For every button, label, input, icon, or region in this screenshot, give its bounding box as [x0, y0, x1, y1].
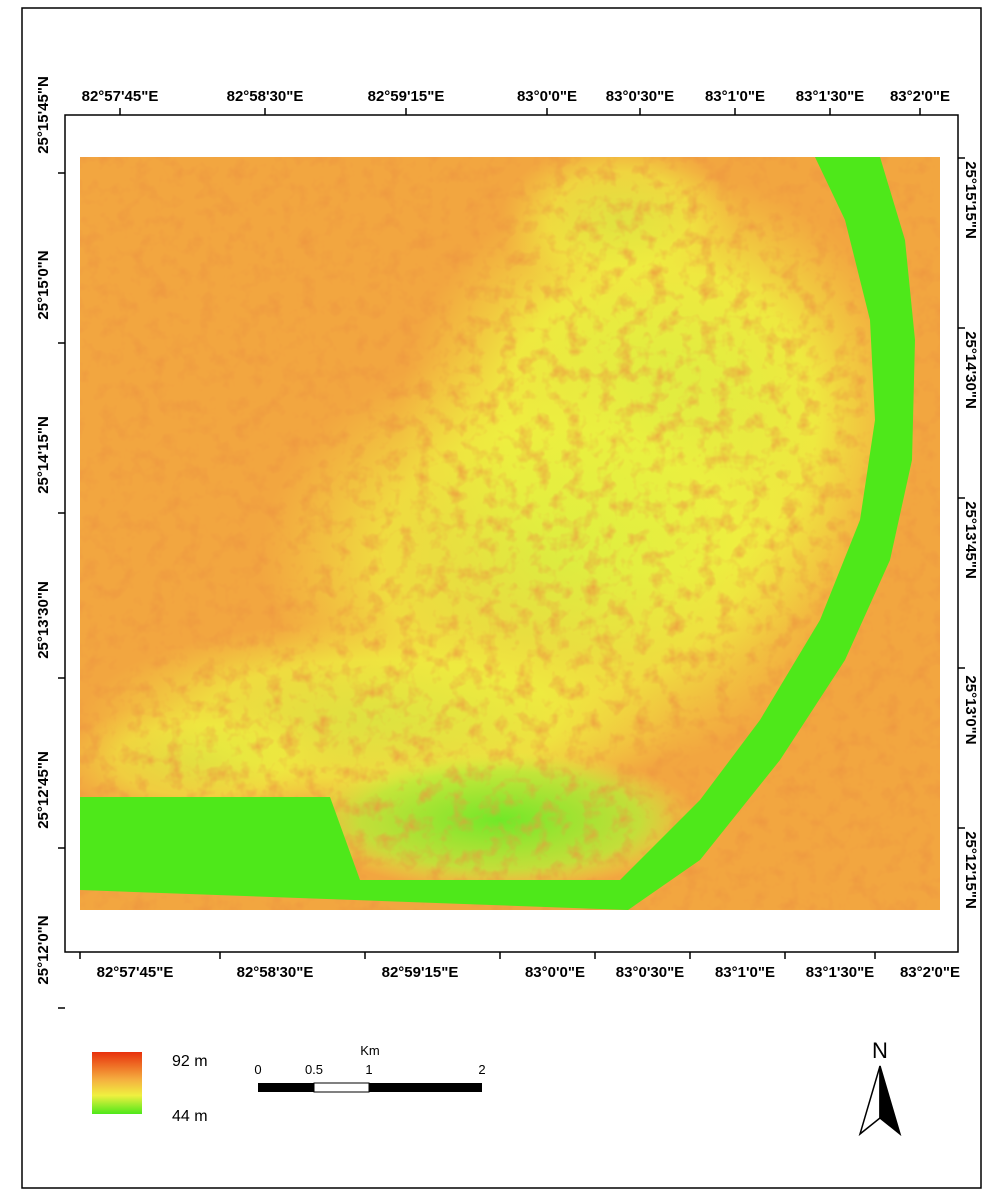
bottom-tick-label: 83°1'30"E	[806, 964, 874, 981]
right-tick-label: 25°14'30"N	[962, 331, 979, 409]
right-tick-label: 25°12'15"N	[962, 831, 979, 909]
north-label: N	[872, 1038, 888, 1063]
top-tick-label: 83°1'0"E	[705, 88, 765, 105]
left-tick-label: 25°15'0"N	[35, 250, 52, 319]
top-tick-label: 83°0'30"E	[606, 88, 674, 105]
bottom-tick-label: 83°0'30"E	[616, 964, 684, 981]
bottom-tick-label: 82°59'15"E	[382, 964, 459, 981]
left-tick-label: 25°12'0"N	[35, 915, 52, 984]
river	[80, 157, 915, 910]
left-tick-label: 25°13'30"N	[35, 581, 52, 659]
legend-high: 92 m	[172, 1053, 208, 1070]
legend-low: 44 m	[172, 1108, 208, 1125]
elevation-raster	[80, 157, 940, 910]
left-tick-label: 25°12'45"N	[35, 751, 52, 829]
bottom-tick-label: 82°57'45"E	[97, 964, 174, 981]
top-tick-label: 82°58'30"E	[227, 88, 304, 105]
top-tick-label: 82°57'45"E	[82, 88, 159, 105]
bottom-tick-label: 82°58'30"E	[237, 964, 314, 981]
top-tick-label: 83°1'30"E	[796, 88, 864, 105]
right-tick-label: 25°13'45"N	[962, 501, 979, 579]
scale-label: 0.5	[305, 1062, 323, 1077]
top-tick-label: 83°2'0"E	[890, 88, 950, 105]
right-tick-label: 25°15'15"N	[962, 161, 979, 239]
bottom-tick-label: 83°1'0"E	[715, 964, 775, 981]
left-tick-label: 25°15'45"N	[35, 76, 52, 154]
scale-label: 0	[254, 1062, 261, 1077]
north-arrow	[858, 1065, 902, 1137]
bottom-tick-label: 83°0'0"E	[525, 964, 585, 981]
bottom-tick-label: 83°2'0"E	[900, 964, 960, 981]
scale-label: 1	[365, 1062, 372, 1077]
scale-label: 2	[478, 1062, 485, 1077]
scale-bar	[258, 1082, 482, 1093]
top-tick-label: 82°59'15"E	[368, 88, 445, 105]
scale-unit: Km	[360, 1043, 380, 1058]
top-tick-label: 83°0'0"E	[517, 88, 577, 105]
legend-ramp	[92, 1052, 142, 1114]
right-tick-label: 25°13'0"N	[962, 675, 979, 744]
left-tick-label: 25°14'15"N	[35, 416, 52, 494]
